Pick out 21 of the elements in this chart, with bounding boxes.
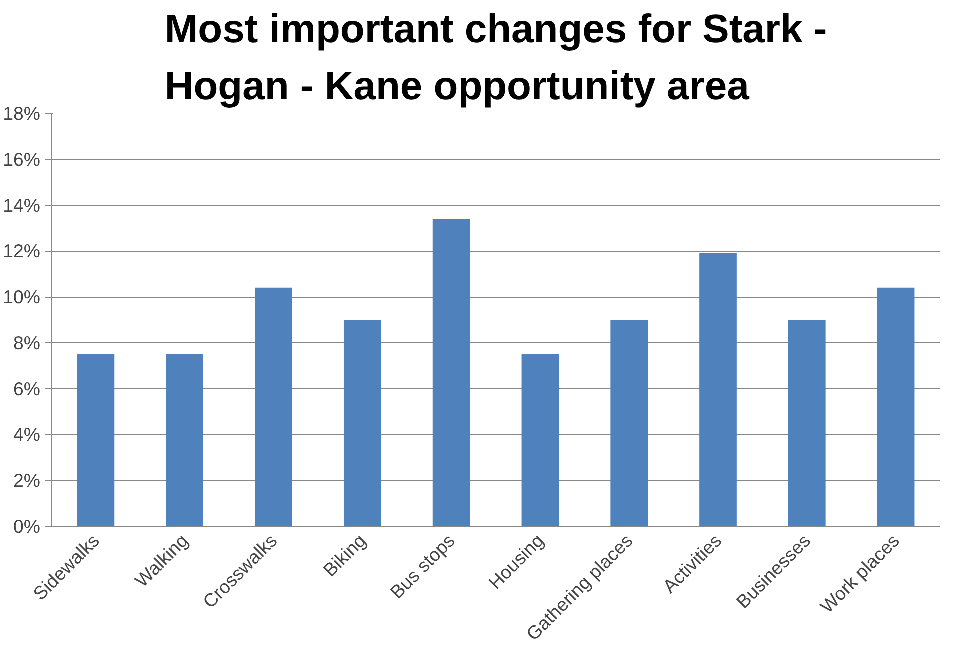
y-tick-label: 6% xyxy=(14,378,41,400)
y-tick-label: 4% xyxy=(14,424,41,446)
y-tick-label: 2% xyxy=(14,470,41,492)
chart-title: Most important changes for Stark - Hogan - Kane opportunity area xyxy=(164,7,828,108)
y-tick-label: 12% xyxy=(3,240,41,262)
bar xyxy=(522,354,560,526)
y-tick-label: 14% xyxy=(3,194,41,216)
bar xyxy=(610,320,648,526)
y-tick-label: 0% xyxy=(14,516,41,537)
bar xyxy=(77,354,115,526)
bar xyxy=(344,320,382,526)
bar xyxy=(432,219,470,526)
y-tick-label: 18% xyxy=(3,103,41,124)
bar xyxy=(255,288,292,526)
y-tick-label: 8% xyxy=(14,332,41,354)
y-tick-label: 16% xyxy=(3,148,41,170)
bar xyxy=(700,253,737,526)
bar xyxy=(166,354,204,526)
bar xyxy=(877,288,915,526)
bar xyxy=(788,320,826,526)
y-tick-label: 10% xyxy=(3,286,41,308)
